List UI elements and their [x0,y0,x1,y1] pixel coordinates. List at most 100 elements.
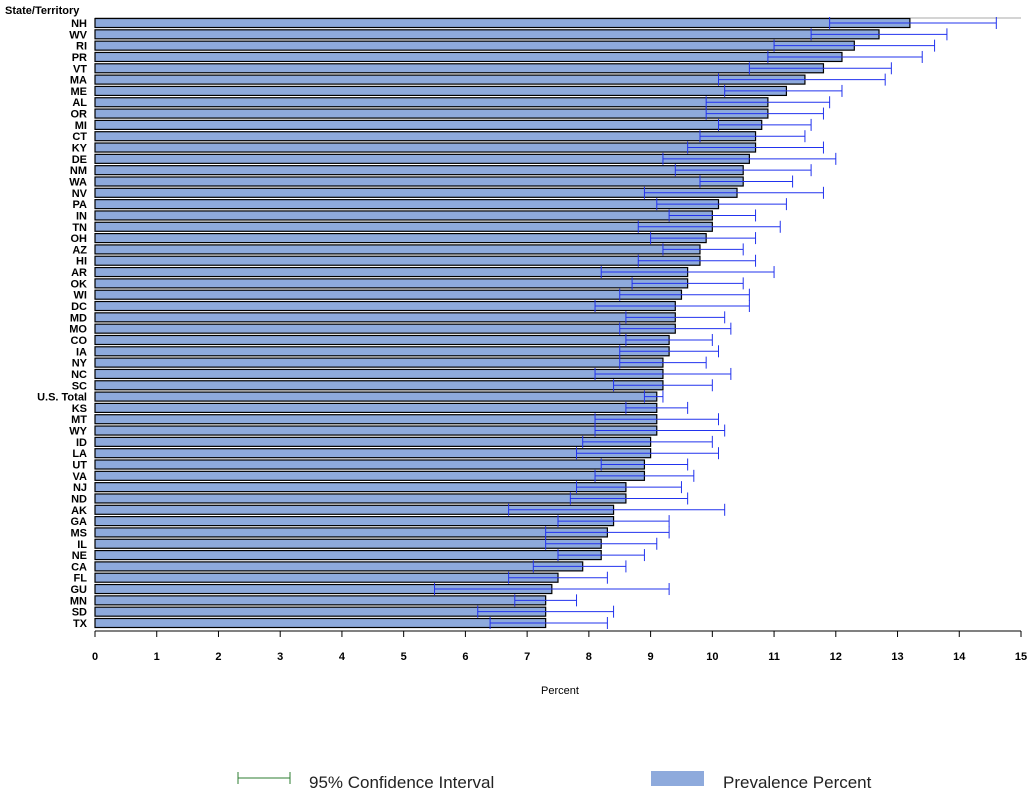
bar-IN [94,210,713,221]
bar-HI [94,255,701,266]
x-axis-title: Percent [541,685,579,697]
x-tick-label: 12 [830,651,842,663]
y-tick-label: AR [71,267,87,279]
x-tick-label: 14 [953,651,966,663]
x-tick-label: 4 [339,651,346,663]
bar-VA [94,470,646,481]
legend-bar-label: Prevalence Percent [723,773,872,792]
bar-WY [94,425,658,436]
x-tick-label: 13 [891,651,903,663]
bar-KS [94,402,658,414]
bar-NH [94,17,911,29]
x-tick-label: 3 [277,651,283,663]
y-tick-label: GA [71,516,88,528]
bar-FL [94,572,559,583]
bar-TN [94,221,713,232]
y-tick-label: MT [71,414,87,426]
y-tick-label: HI [76,256,87,268]
bar-CA [94,561,584,572]
y-tick-label: WV [69,29,87,41]
y-tick-label: LA [72,448,87,460]
x-tick-label: 2 [215,651,221,663]
bar-NC [94,368,664,380]
x-tick-label: 8 [586,651,592,663]
x-tick-label: 7 [524,651,530,663]
bar-NM [94,165,744,176]
bar-WI [94,289,683,300]
y-tick-label: AZ [72,244,87,256]
bar-MD [94,312,676,323]
legend: 95% Confidence Interval Prevalence Perce… [237,771,872,792]
y-tick-label: OK [71,278,88,290]
y-tick-label: MS [71,527,88,539]
y-tick-label: WY [69,426,87,438]
y-tick-label: NV [72,188,88,200]
bar-MT [94,414,658,425]
bar-IA [94,346,670,357]
bar-RI [94,40,855,51]
x-tick-label: 0 [92,651,98,663]
legend-ci-label: 95% Confidence Interval [309,773,494,792]
y-tick-label: WA [69,176,87,188]
y-tick-label: KS [72,403,87,415]
y-tick-label: AL [72,97,87,109]
y-tick-label: TX [73,618,88,630]
x-tick-label: 15 [1015,651,1027,663]
bar-TX [94,617,547,629]
bar-LA [94,448,652,459]
bar-PA [94,199,720,210]
bar-IL [94,538,602,549]
bar-OR [94,108,769,119]
bar-MN [94,595,547,606]
y-tick-label: SD [72,607,87,619]
y-tick-label: NY [72,358,88,370]
y-tick-label: NE [72,550,87,562]
y-tick-label: ID [76,437,87,449]
y-tick-label: NH [71,18,87,30]
y-tick-label: MA [70,75,87,87]
bar-WA [94,176,744,187]
y-tick-label: NJ [73,482,87,494]
y-tick-label: MO [69,324,87,336]
bar-VT [94,63,825,74]
bar-AL [94,97,769,108]
y-tick-label: CA [71,561,87,573]
bar-NY [94,357,664,368]
bar-NE [94,549,602,561]
y-tick-label: FL [74,573,88,585]
bar-SC [94,380,664,391]
y-tick-label: IA [76,346,87,358]
bar-WV [94,29,880,40]
bar-KY [94,142,757,153]
y-tick-label: AK [71,505,87,517]
y-tick-label: VA [73,471,88,483]
y-tick-label: PR [72,52,87,64]
bar-ID [94,436,652,447]
y-tick-label: KY [72,143,88,155]
y-tick-label: DE [72,154,87,166]
bar-ND [94,493,627,504]
x-tick-label: 9 [648,651,654,663]
bar-PR [94,51,843,63]
bar-UT [94,459,646,470]
bar-MI [94,119,763,130]
x-tick-label: 5 [401,651,407,663]
bar-MO [94,323,676,334]
bar-CT [94,131,757,142]
bar-MS [94,527,608,538]
x-tick-label: 10 [706,651,718,663]
bar-NJ [94,482,627,493]
y-tick-label: ME [71,86,88,98]
y-tick-label: CT [72,131,87,143]
x-tick-label: 1 [154,651,160,663]
y-tick-label: NM [70,165,87,177]
y-tick-label: PA [73,199,88,211]
bar-ME [94,85,788,97]
bar-U.S. Total [94,391,658,402]
bar-MA [94,74,806,85]
bar-AR [94,266,689,278]
y-tick-label: WI [74,290,87,302]
y-tick-label: ND [71,493,87,505]
bar-NV [94,187,738,198]
bar-OK [94,278,689,289]
